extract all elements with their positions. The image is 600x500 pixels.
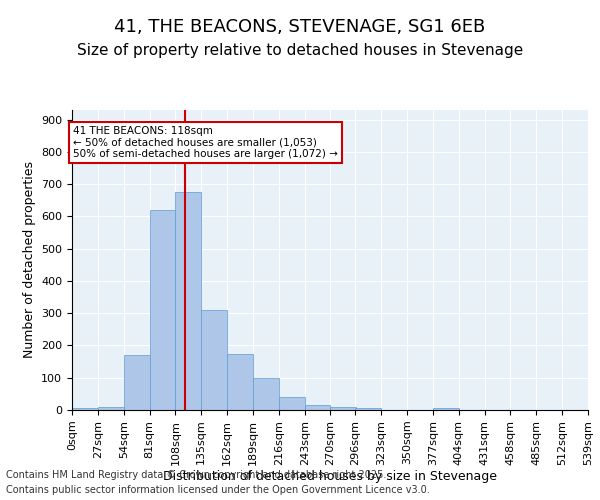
Text: 41, THE BEACONS, STEVENAGE, SG1 6EB: 41, THE BEACONS, STEVENAGE, SG1 6EB bbox=[115, 18, 485, 36]
Bar bbox=[355, 408, 381, 410]
Bar bbox=[433, 408, 459, 410]
Text: 41 THE BEACONS: 118sqm
← 50% of detached houses are smaller (1,053)
50% of semi-: 41 THE BEACONS: 118sqm ← 50% of detached… bbox=[73, 126, 338, 160]
X-axis label: Distribution of detached houses by size in Stevenage: Distribution of detached houses by size … bbox=[163, 470, 497, 484]
Bar bbox=[72, 408, 98, 410]
Bar bbox=[124, 355, 149, 410]
Text: Contains HM Land Registry data © Crown copyright and database right 2025.: Contains HM Land Registry data © Crown c… bbox=[6, 470, 386, 480]
Bar bbox=[175, 192, 201, 410]
Text: Contains public sector information licensed under the Open Government Licence v3: Contains public sector information licen… bbox=[6, 485, 430, 495]
Bar bbox=[305, 405, 331, 410]
Bar bbox=[149, 210, 175, 410]
Bar bbox=[201, 310, 227, 410]
Bar bbox=[227, 354, 253, 410]
Bar bbox=[331, 407, 356, 410]
Bar bbox=[98, 407, 124, 410]
Y-axis label: Number of detached properties: Number of detached properties bbox=[23, 162, 35, 358]
Bar bbox=[279, 397, 305, 410]
Text: Size of property relative to detached houses in Stevenage: Size of property relative to detached ho… bbox=[77, 42, 523, 58]
Bar bbox=[253, 378, 279, 410]
